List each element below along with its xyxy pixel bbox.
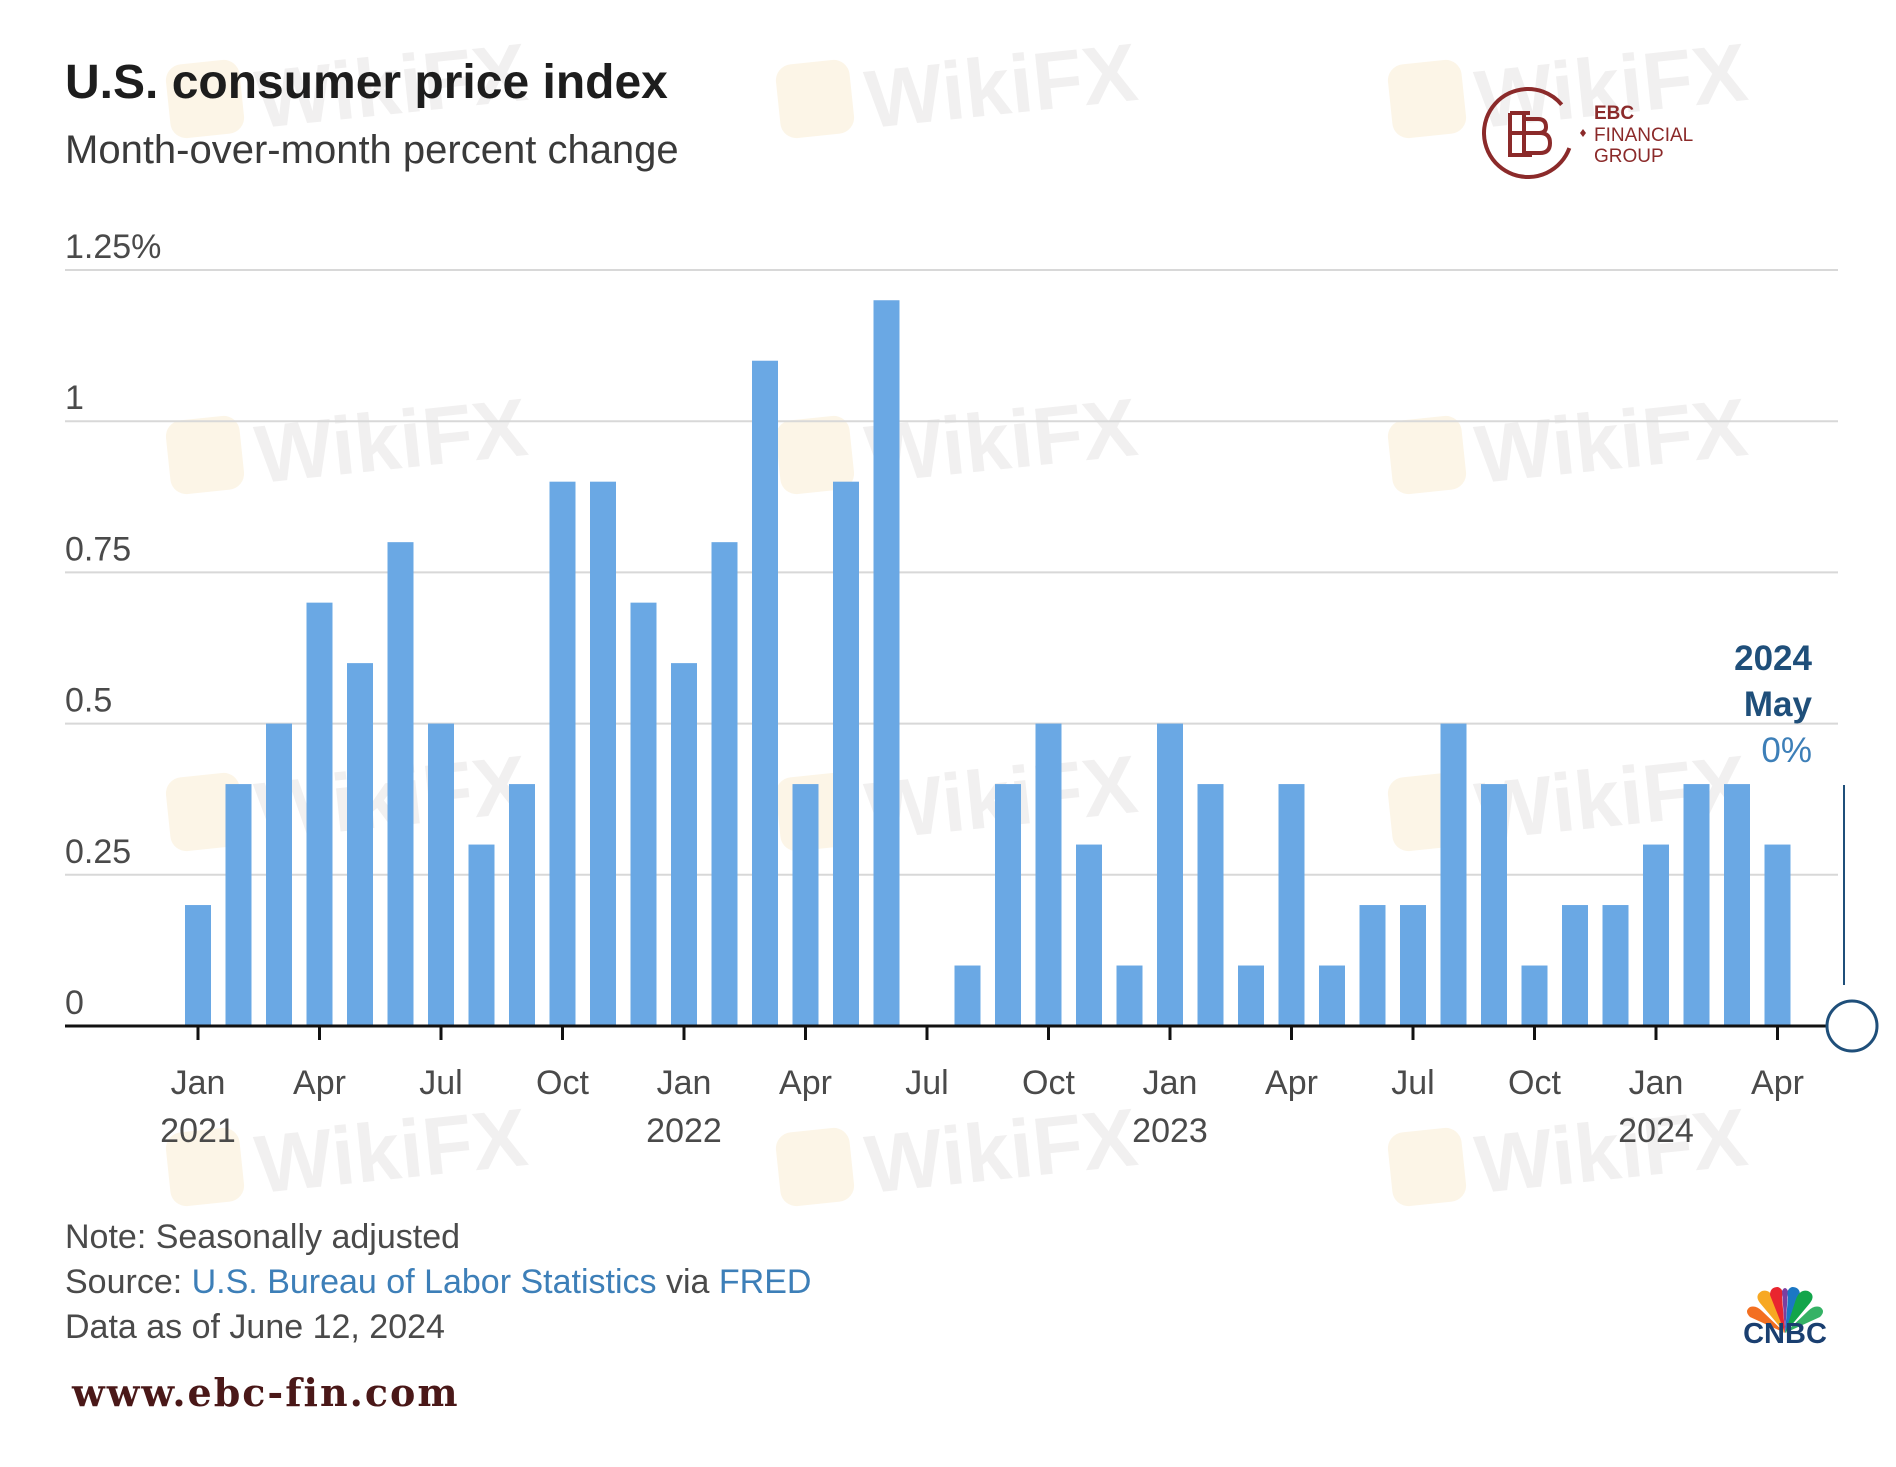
x-tick-month: Jan xyxy=(1629,1064,1684,1102)
chart-subtitle: Month-over-month percent change xyxy=(65,128,679,172)
x-tick-month: Jan xyxy=(171,1064,226,1102)
source-line: Source: U.S. Bureau of Labor Statistics … xyxy=(65,1260,811,1305)
y-tick-label: 0 xyxy=(65,984,84,1022)
ebc-logo-line3: GROUP xyxy=(1594,146,1664,167)
ebc-logo-mark xyxy=(1508,111,1553,157)
bar xyxy=(995,784,1021,1026)
axes xyxy=(65,1024,1838,1040)
annotation-marker xyxy=(1825,999,1879,1053)
x-tick-month: Jul xyxy=(905,1064,948,1102)
bar xyxy=(873,300,900,1026)
source-via: via xyxy=(656,1263,719,1301)
source-prefix: Source: xyxy=(65,1263,192,1301)
bar xyxy=(1116,965,1143,1026)
annotation-month: May xyxy=(1744,685,1813,724)
bar xyxy=(1359,905,1386,1026)
bar xyxy=(225,784,252,1026)
cnbc-peacock-icon xyxy=(1747,1287,1823,1333)
ebc-logo: EBC FINANCIAL GROUP xyxy=(1482,87,1693,179)
bar xyxy=(1440,723,1467,1026)
bar xyxy=(630,602,657,1026)
x-tick-month: Apr xyxy=(1751,1064,1804,1102)
annotation-year: 2024 xyxy=(1734,639,1812,678)
bar xyxy=(1562,905,1588,1026)
bar xyxy=(1481,784,1507,1026)
x-tick-month: Jul xyxy=(419,1064,462,1102)
bar xyxy=(1724,784,1750,1026)
bar xyxy=(306,602,333,1026)
x-tick-month: Oct xyxy=(1022,1064,1075,1102)
bar xyxy=(1035,723,1062,1026)
y-tick-label: 1.25% xyxy=(65,228,161,266)
ebc-logo-line1: EBC xyxy=(1594,103,1634,124)
x-tick-year: 2023 xyxy=(1132,1112,1208,1150)
note-text: Note: Seasonally adjusted xyxy=(65,1218,461,1256)
bar xyxy=(185,905,211,1026)
bar xyxy=(590,481,616,1026)
sparkle-icon xyxy=(1580,129,1586,137)
y-tick-label: 0.25 xyxy=(65,833,131,871)
x-tick-labels: Jan 2021 Apr Jul Oct Jan 2022 Apr Jul Oct Jan 2023 A… xyxy=(160,1064,1804,1150)
bar xyxy=(549,481,576,1026)
bar xyxy=(1076,844,1102,1026)
bar xyxy=(1319,965,1345,1026)
bar xyxy=(711,542,738,1026)
x-tick-year: 2024 xyxy=(1618,1112,1694,1150)
bar xyxy=(1278,784,1305,1026)
x-tick-year: 2021 xyxy=(160,1112,236,1150)
y-tick-label: 0.5 xyxy=(65,682,112,720)
bar xyxy=(1238,965,1264,1026)
x-tick-month: Jan xyxy=(657,1064,712,1102)
bar xyxy=(752,360,778,1027)
y-tick-label: 1 xyxy=(65,379,84,417)
bar xyxy=(1643,844,1669,1026)
website-url: www.ebc-fin.com xyxy=(72,1370,460,1415)
y-tick-label: 0.75 xyxy=(65,530,131,568)
cnbc-wordmark: CNBC xyxy=(1743,1318,1827,1350)
data-date: Data as of June 12, 2024 xyxy=(65,1308,445,1346)
x-tick-month: Jul xyxy=(1391,1064,1434,1102)
annotation-value: 0% xyxy=(1761,731,1812,770)
x-tick-month: Apr xyxy=(293,1064,346,1102)
bar xyxy=(1602,905,1629,1026)
x-tick-month: Apr xyxy=(1265,1064,1318,1102)
x-tick-month: Oct xyxy=(536,1064,589,1102)
ebc-logo-ring xyxy=(1482,87,1574,179)
bar xyxy=(1521,965,1548,1026)
bar xyxy=(1764,844,1791,1026)
bar xyxy=(1683,784,1710,1026)
x-tick-month: Oct xyxy=(1508,1064,1561,1102)
bar xyxy=(1197,784,1224,1026)
ebc-logo-line2: FINANCIAL xyxy=(1594,125,1693,146)
latest-annotation: 2024 May 0% xyxy=(1734,639,1879,1053)
bar xyxy=(671,663,697,1026)
bar xyxy=(387,542,414,1026)
bar xyxy=(266,723,292,1026)
source-bls-link[interactable]: U.S. Bureau of Labor Statistics xyxy=(191,1263,657,1301)
chart-notes: Note: Seasonally adjusted Source: U.S. B… xyxy=(65,1215,811,1350)
bars xyxy=(185,300,1791,1027)
bar xyxy=(428,723,454,1026)
chart-title: U.S. consumer price index xyxy=(65,56,668,109)
bar xyxy=(954,965,981,1026)
x-tick-year: 2022 xyxy=(646,1112,722,1150)
x-tick-month: Jan xyxy=(1143,1064,1198,1102)
source-fred-link[interactable]: FRED xyxy=(718,1263,812,1301)
bar xyxy=(1400,905,1426,1026)
bar xyxy=(509,784,535,1026)
bar xyxy=(1157,723,1183,1026)
cpi-bar-chart: 0 0.25 0.5 0.75 1 1.25% Jan 2021 Apr Jul Oct Jan 20… xyxy=(65,228,1879,1150)
bar xyxy=(833,481,859,1026)
bar xyxy=(792,784,819,1026)
bar xyxy=(347,663,373,1026)
bar xyxy=(468,844,495,1026)
x-tick-month: Apr xyxy=(779,1064,832,1102)
